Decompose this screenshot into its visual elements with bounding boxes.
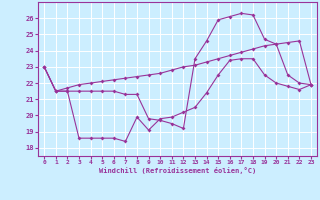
X-axis label: Windchill (Refroidissement éolien,°C): Windchill (Refroidissement éolien,°C) xyxy=(99,167,256,174)
